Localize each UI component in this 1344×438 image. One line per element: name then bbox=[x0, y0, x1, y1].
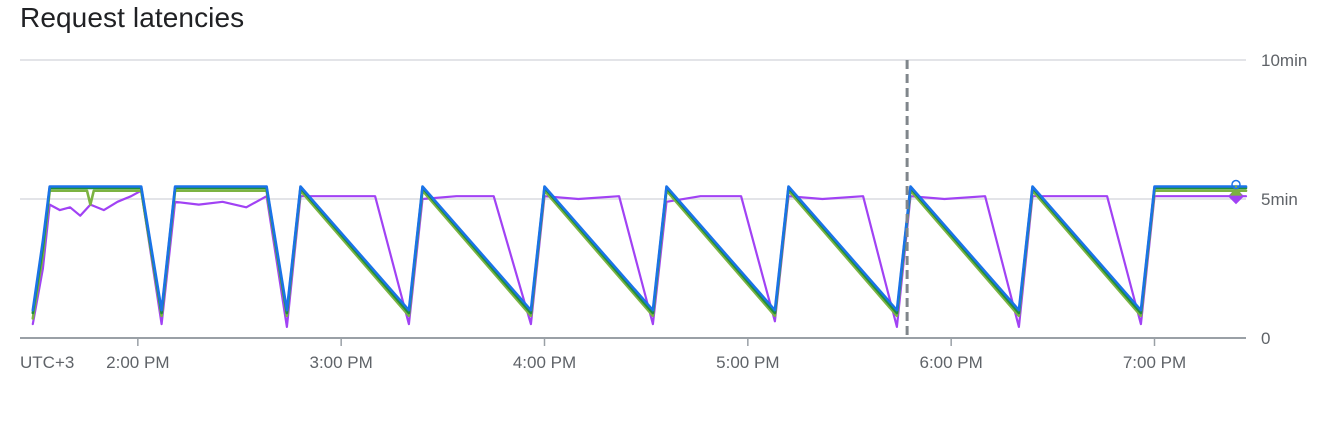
series-line-3 bbox=[31, 185, 1248, 312]
chart-title: Request latencies bbox=[20, 2, 245, 33]
x-tick-label: 3:00 PM bbox=[310, 353, 373, 372]
axis-layer: 0 5min 10min UTC+3 2:00 PM 3:00 PM 4:00 PM 5:00… bbox=[20, 51, 1307, 372]
series-end-marker-1 bbox=[1230, 184, 1242, 196]
series-end-marker-3 bbox=[1231, 179, 1241, 190]
series-layer bbox=[31, 185, 1248, 328]
series-line-0 bbox=[31, 189, 1248, 328]
x-tick-label: 2:00 PM bbox=[106, 353, 169, 372]
x-tick-label: 7:00 PM bbox=[1123, 353, 1186, 372]
grid-layer bbox=[20, 59, 1246, 200]
x-tick-label: 4:00 PM bbox=[513, 353, 576, 372]
y-tick-label: 0 bbox=[1261, 329, 1270, 348]
x-tick-label: 5:00 PM bbox=[716, 353, 779, 372]
y-tick-label: 5min bbox=[1261, 190, 1298, 209]
marker-layer bbox=[1228, 179, 1244, 205]
y-tick-label: 10min bbox=[1261, 51, 1307, 70]
timezone-label: UTC+3 bbox=[20, 353, 74, 372]
x-tick-label: 6:00 PM bbox=[920, 353, 983, 372]
